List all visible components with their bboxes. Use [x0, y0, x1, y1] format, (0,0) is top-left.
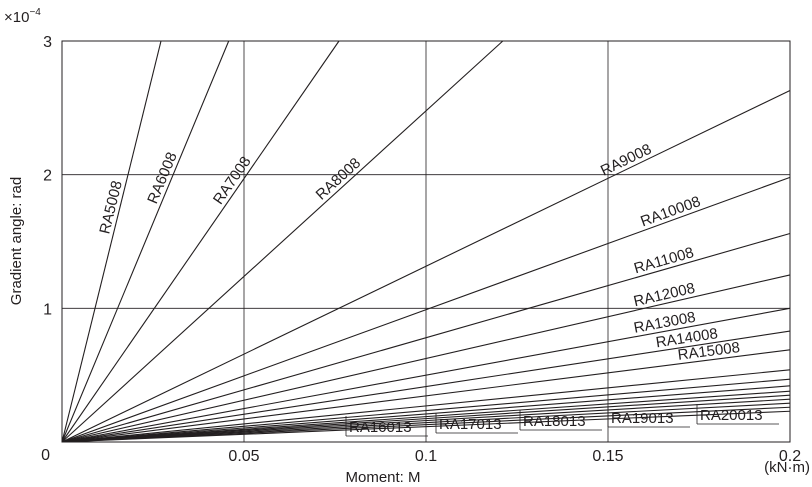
y-axis-title: Gradient angle: rad — [8, 177, 25, 305]
series-line — [61, 390, 791, 443]
series-line — [61, 330, 791, 443]
y-tick-label: 2 — [43, 168, 52, 185]
series-label: RA16013 — [349, 419, 412, 436]
series-line — [61, 402, 791, 443]
series-label-box: RA16013 — [345, 416, 428, 437]
series-line — [61, 232, 791, 443]
series-label: RA6008 — [144, 150, 181, 207]
series-label: RA17013 — [439, 416, 502, 433]
series-line — [61, 89, 791, 443]
plot-frame — [61, 40, 791, 443]
y-tick-label: 3 — [43, 34, 52, 51]
x-tick-label: 0.1 — [415, 448, 437, 465]
x-tick-label: 0.2 — [779, 448, 801, 465]
y-exponent-label: ×10−4 — [4, 7, 41, 26]
y-tick-label: 1 — [43, 301, 52, 318]
series-label: RA20013 — [700, 407, 763, 424]
grid — [62, 41, 790, 442]
series-line — [61, 385, 791, 443]
series-line — [61, 176, 791, 443]
x-tick-label: 0.05 — [228, 448, 259, 465]
series-line — [61, 398, 791, 443]
series-line — [61, 40, 162, 443]
series-line — [61, 410, 791, 443]
tick-labels: 0.05 0.1 0.15 0.2 1 2 3 — [43, 34, 801, 465]
series-label-box: RA20013 — [696, 404, 779, 425]
series-line — [61, 394, 791, 443]
series-lines — [61, 40, 791, 443]
series-label: RA10008 — [638, 193, 703, 230]
series-label: RA8008 — [313, 155, 365, 204]
x-axis-unit: (kN·m) — [764, 459, 810, 476]
series-line — [61, 378, 791, 443]
x-tick-label: 0.15 — [592, 448, 623, 465]
series-line — [61, 369, 791, 443]
series-label-box: RA19013 — [607, 407, 690, 428]
series-label: RA19013 — [611, 410, 674, 427]
series-label: RA12008 — [632, 280, 697, 311]
series-line — [61, 40, 340, 443]
series-line — [61, 307, 791, 443]
series-line — [61, 406, 791, 443]
series-line — [61, 349, 791, 443]
series-label-box: RA17013 — [435, 413, 518, 434]
series-label: RA11008 — [632, 244, 696, 277]
x-axis-title: Moment: M — [345, 469, 420, 486]
origin-label: 0 — [41, 447, 50, 464]
series-label: RA7008 — [210, 153, 255, 207]
series-label-box: RA18013 — [519, 410, 602, 431]
series-line — [61, 274, 791, 443]
series-line — [61, 40, 230, 443]
series-line — [61, 40, 504, 443]
series-label: RA5008 — [96, 179, 126, 236]
series-label: RA18013 — [523, 413, 586, 430]
